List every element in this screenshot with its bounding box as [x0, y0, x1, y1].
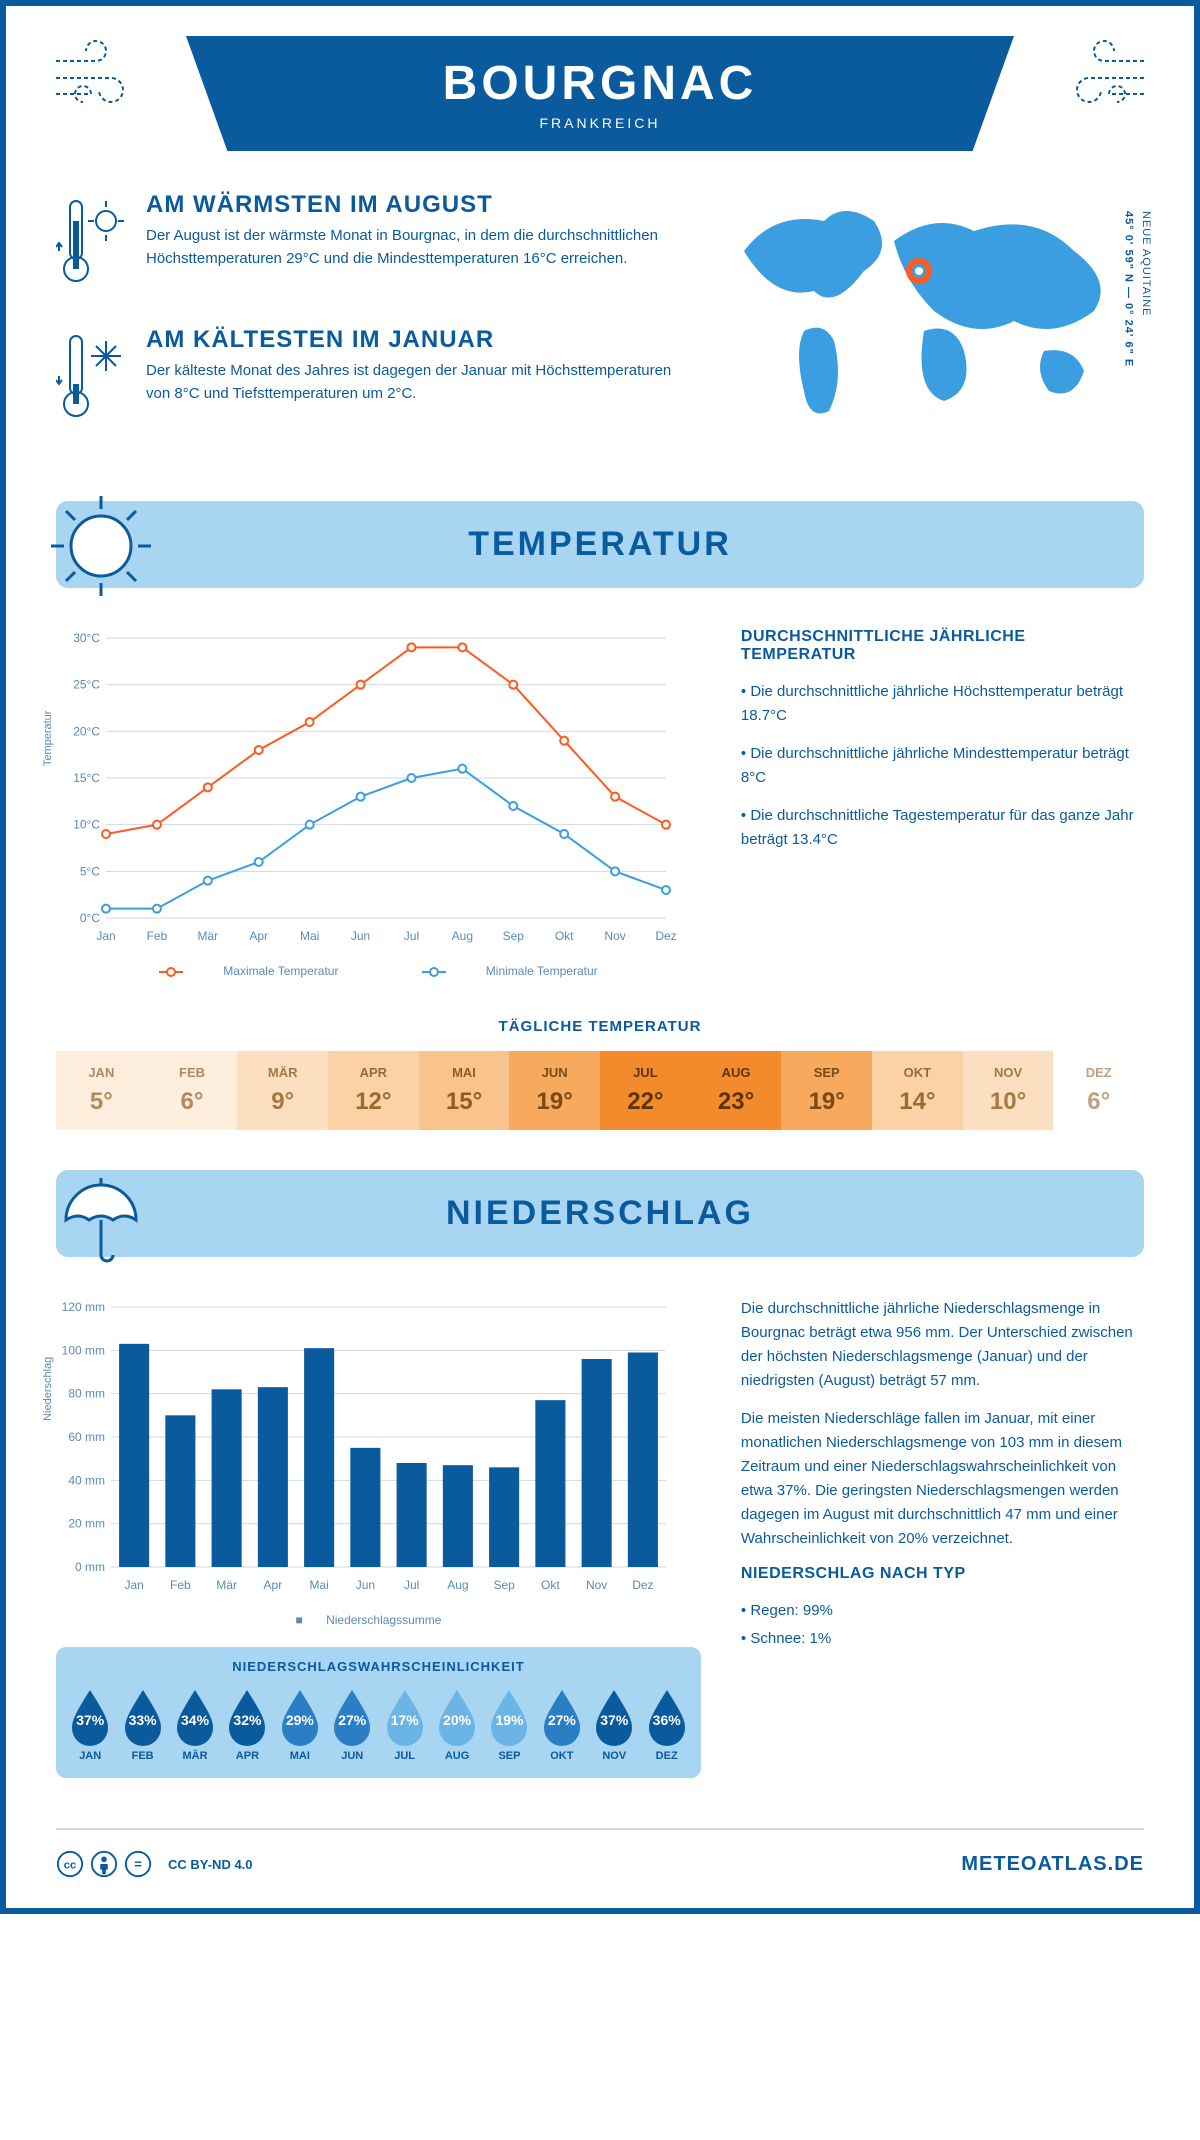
coldest-text: Der kälteste Monat des Jahres ist dagege… [146, 360, 684, 405]
svg-text:Okt: Okt [541, 1578, 560, 1592]
precipitation-probability-panel: NIEDERSCHLAGSWAHRSCHEINLICHKEIT 37% JAN … [56, 1647, 701, 1778]
svg-text:=: = [134, 1857, 142, 1872]
svg-text:100 mm: 100 mm [62, 1343, 105, 1357]
svg-text:120 mm: 120 mm [62, 1300, 105, 1314]
probability-drop: 19% SEP [485, 1686, 533, 1762]
thermometer-hot-icon [56, 191, 126, 296]
temp-cell: OKT14° [872, 1051, 963, 1130]
wind-icon-right [1034, 36, 1154, 116]
svg-text:15°C: 15°C [73, 771, 100, 785]
probability-drop: 27% OKT [538, 1686, 586, 1762]
wind-icon-left [46, 36, 166, 116]
probability-drop: 29% MAI [276, 1686, 324, 1762]
svg-text:Aug: Aug [452, 929, 473, 943]
probability-drop: 37% NOV [590, 1686, 638, 1762]
svg-text:Feb: Feb [170, 1578, 191, 1592]
svg-text:Aug: Aug [447, 1578, 468, 1592]
svg-text:Mai: Mai [309, 1578, 328, 1592]
temp-cell: DEZ6° [1053, 1051, 1144, 1130]
probability-drop: 20% AUG [433, 1686, 481, 1762]
svg-text:0 mm: 0 mm [75, 1560, 105, 1574]
svg-text:Jan: Jan [96, 929, 115, 943]
svg-text:Jun: Jun [351, 929, 370, 943]
temperature-summary: DURCHSCHNITTLICHE JÄHRLICHE TEMPERATUR •… [741, 628, 1144, 978]
svg-text:Apr: Apr [249, 929, 268, 943]
title-banner: BOURGNAC FRANKREICH [186, 36, 1014, 151]
probability-drop: 33% FEB [119, 1686, 167, 1762]
temperature-section-header: TEMPERATUR [56, 501, 1144, 588]
svg-text:Feb: Feb [147, 929, 168, 943]
page-subtitle: FRANKREICH [246, 115, 954, 131]
probability-drop: 17% JUL [381, 1686, 429, 1762]
temperature-title: TEMPERATUR [56, 525, 1144, 564]
svg-text:Jun: Jun [356, 1578, 375, 1592]
svg-text:Apr: Apr [264, 1578, 283, 1592]
temp-cell: JUN19° [509, 1051, 600, 1130]
svg-text:5°C: 5°C [80, 864, 100, 878]
svg-text:20 mm: 20 mm [68, 1517, 105, 1531]
svg-text:0°C: 0°C [80, 911, 100, 925]
svg-text:60 mm: 60 mm [68, 1430, 105, 1444]
temp-cell: MAI15° [419, 1051, 510, 1130]
thermometer-cold-icon [56, 326, 126, 431]
temp-cell: NOV10° [963, 1051, 1054, 1130]
svg-text:25°C: 25°C [73, 678, 100, 692]
page-title: BOURGNAC [246, 56, 954, 111]
svg-text:Dez: Dez [632, 1578, 653, 1592]
svg-text:80 mm: 80 mm [68, 1387, 105, 1401]
coordinates: NEUE AQUITAINE 45° 0' 59" N — 0° 24' 6" … [1119, 211, 1154, 367]
world-map: NEUE AQUITAINE 45° 0' 59" N — 0° 24' 6" … [724, 191, 1144, 461]
license-icons: cc = CC BY-ND 4.0 [56, 1850, 253, 1878]
temp-cell: AUG23° [691, 1051, 782, 1130]
temp-cell: MÄR9° [237, 1051, 328, 1130]
svg-text:Mai: Mai [300, 929, 319, 943]
svg-text:cc: cc [64, 1860, 76, 1872]
temp-cell: JUL22° [600, 1051, 691, 1130]
temp-cell: SEP19° [781, 1051, 872, 1130]
brand: METEOATLAS.DE [961, 1853, 1144, 1876]
daily-temp-title: TÄGLICHE TEMPERATUR [6, 1018, 1194, 1035]
svg-text:10°C: 10°C [73, 818, 100, 832]
warmest-text: Der August ist der wärmste Monat in Bour… [146, 225, 684, 270]
svg-text:Jul: Jul [404, 1578, 419, 1592]
temperature-line-chart: Temperatur 0°C5°C10°C15°C20°C25°C30°CJan… [56, 628, 701, 948]
precipitation-summary: Die durchschnittliche jährliche Niedersc… [741, 1297, 1144, 1778]
svg-text:Okt: Okt [555, 929, 574, 943]
header: BOURGNAC FRANKREICH [6, 6, 1194, 171]
precipitation-section-header: NIEDERSCHLAG [56, 1170, 1144, 1257]
footer: cc = CC BY-ND 4.0 METEOATLAS.DE [56, 1828, 1144, 1908]
svg-text:Mär: Mär [197, 929, 218, 943]
svg-text:40 mm: 40 mm [68, 1473, 105, 1487]
probability-drop: 37% JAN [66, 1686, 114, 1762]
svg-text:Nov: Nov [586, 1578, 607, 1592]
temp-cell: JAN5° [56, 1051, 147, 1130]
temperature-legend: Maximale Temperatur Minimale Temperatur [56, 964, 701, 978]
umbrella-icon [46, 1160, 156, 1270]
svg-text:Jan: Jan [124, 1578, 143, 1592]
coldest-title: AM KÄLTESTEN IM JANUAR [146, 326, 684, 354]
intro-section: AM WÄRMSTEN IM AUGUST Der August ist der… [6, 171, 1194, 501]
svg-text:30°C: 30°C [73, 631, 100, 645]
precipitation-legend: ■ Niederschlagssumme [56, 1613, 701, 1627]
svg-text:Mär: Mär [216, 1578, 237, 1592]
svg-text:Jul: Jul [404, 929, 419, 943]
sun-icon [46, 491, 156, 601]
daily-temp-strip: JAN5°FEB6°MÄR9°APR12°MAI15°JUN19°JUL22°A… [56, 1051, 1144, 1130]
svg-text:Sep: Sep [503, 929, 525, 943]
svg-text:Nov: Nov [604, 929, 625, 943]
svg-text:Sep: Sep [493, 1578, 515, 1592]
svg-text:Dez: Dez [655, 929, 676, 943]
svg-text:20°C: 20°C [73, 724, 100, 738]
probability-drop: 32% APR [223, 1686, 271, 1762]
probability-drop: 27% JUN [328, 1686, 376, 1762]
precipitation-bar-chart: Niederschlag 0 mm20 mm40 mm60 mm80 mm100… [56, 1297, 701, 1597]
probability-drop: 36% DEZ [643, 1686, 691, 1762]
coldest-block: AM KÄLTESTEN IM JANUAR Der kälteste Mona… [56, 326, 684, 431]
temp-cell: FEB6° [147, 1051, 238, 1130]
temp-cell: APR12° [328, 1051, 419, 1130]
warmest-title: AM WÄRMSTEN IM AUGUST [146, 191, 684, 219]
warmest-block: AM WÄRMSTEN IM AUGUST Der August ist der… [56, 191, 684, 296]
precipitation-title: NIEDERSCHLAG [56, 1194, 1144, 1233]
probability-drop: 34% MÄR [171, 1686, 219, 1762]
